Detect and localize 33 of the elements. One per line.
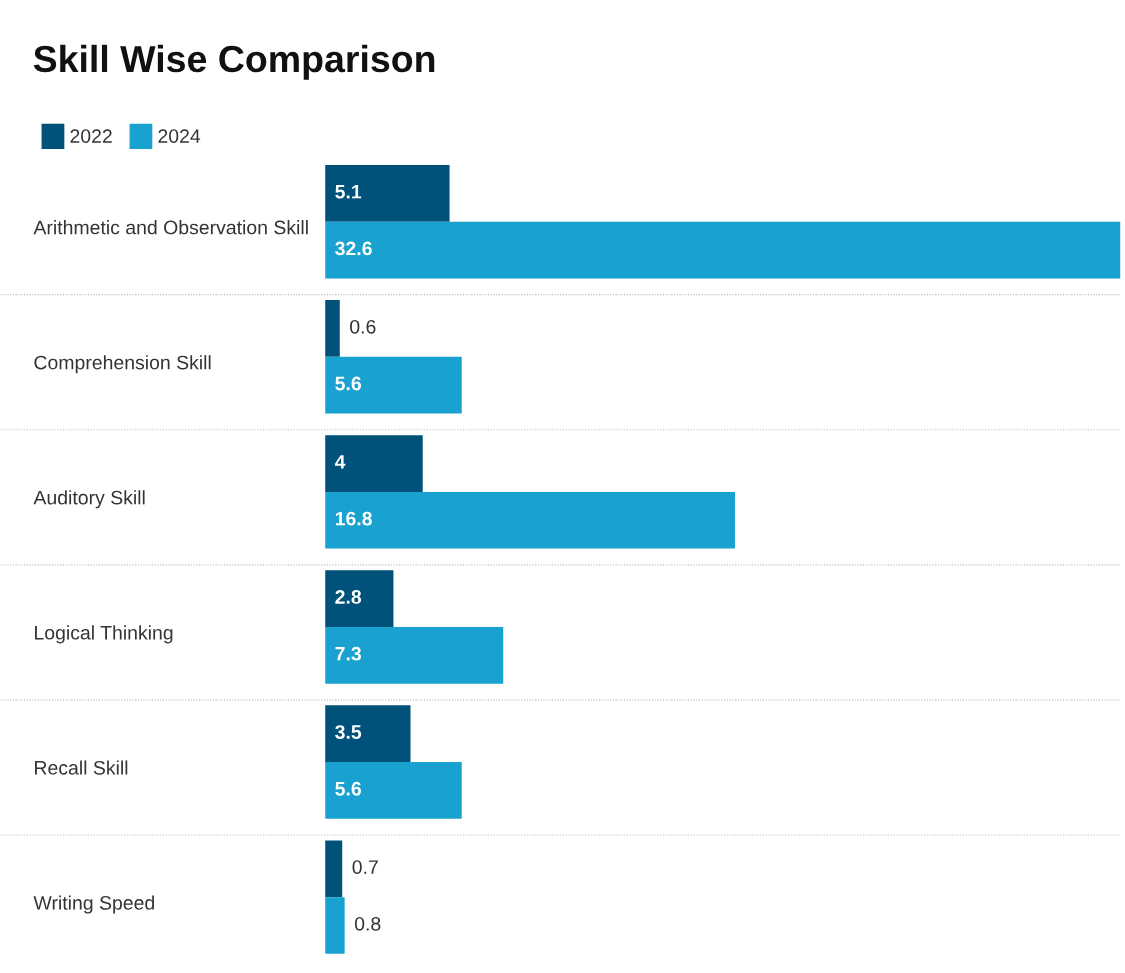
- bar: [325, 897, 345, 954]
- y-tick-label: Auditory Skill: [33, 490, 145, 509]
- bar: [325, 356, 462, 414]
- bar: [325, 570, 394, 627]
- data-label: 0.7: [352, 860, 378, 874]
- y-tick-label: Comprehension Skill: [34, 355, 211, 374]
- y-tick-label: Recall Skill: [35, 760, 128, 775]
- data-label: 0.6: [350, 319, 376, 334]
- legend-label: 2022: [70, 129, 112, 143]
- data-label: 3.5: [335, 725, 362, 739]
- bar: [325, 840, 343, 898]
- data-label: 5.6: [335, 781, 361, 796]
- bar: [325, 762, 462, 819]
- data-label: 32.6: [335, 241, 372, 256]
- data-label: 0.8: [354, 916, 381, 931]
- legend-label: 2024: [158, 129, 201, 143]
- bar: [325, 300, 340, 357]
- data-label: 16.8: [335, 511, 372, 526]
- data-label: 4: [334, 455, 346, 469]
- data-label: 5.6: [335, 376, 361, 391]
- y-tick-label: Arithmetic and Observation Skill: [33, 220, 308, 235]
- chart-title: Skill Wise Comparison: [33, 44, 435, 80]
- data-label: 7.3: [335, 646, 361, 661]
- y-tick-label: Logical Thinking: [35, 625, 173, 644]
- bar: [325, 435, 423, 492]
- bar: [325, 705, 411, 763]
- data-label: 5.1: [335, 184, 362, 199]
- y-tick-label: Writing Speed: [33, 895, 154, 914]
- bar: [325, 626, 504, 684]
- bar: [325, 221, 1121, 279]
- data-label: 2.8: [335, 590, 362, 604]
- bar: [325, 164, 450, 222]
- bar: [325, 491, 736, 549]
